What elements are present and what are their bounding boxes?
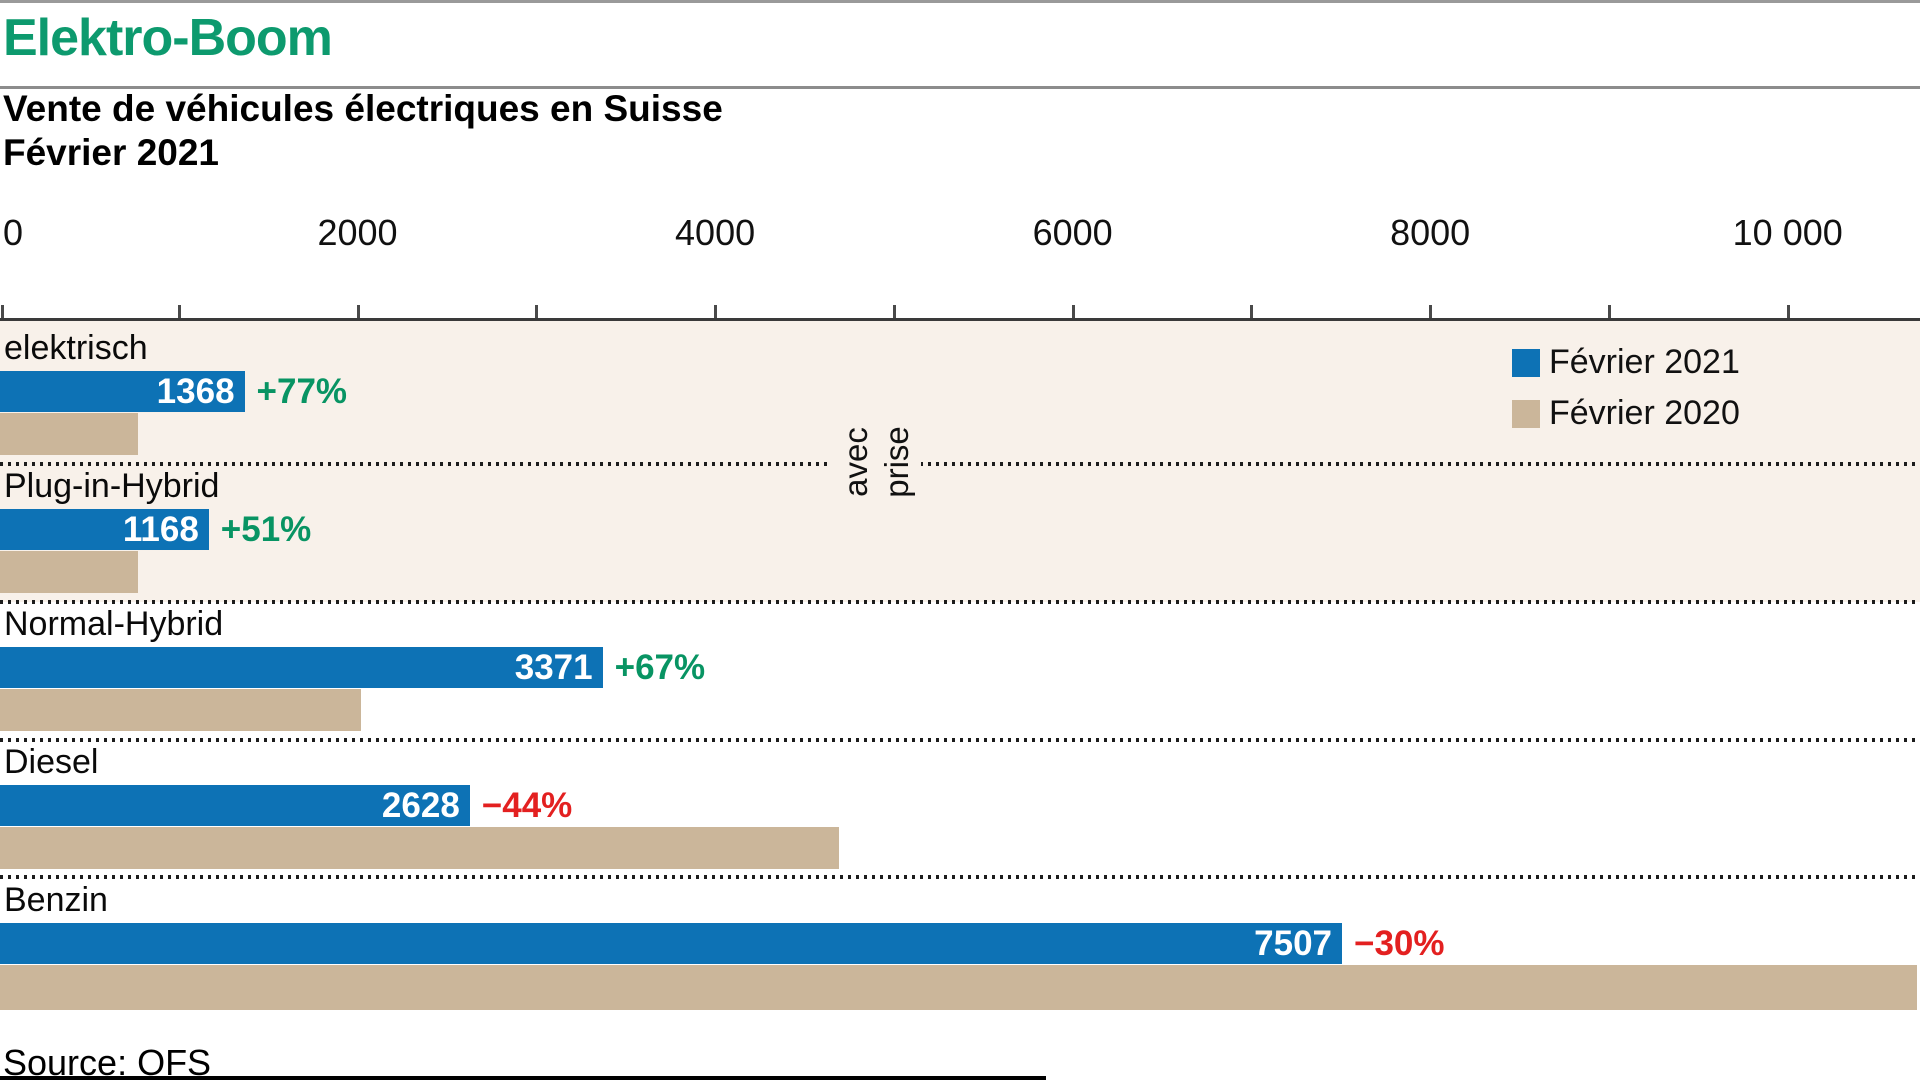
chart-row-benzin: Benzin 7507 −30% xyxy=(0,873,1920,1011)
category-label: Normal-Hybrid xyxy=(4,605,224,643)
x-axis-line xyxy=(0,318,1920,321)
x-axis-tick xyxy=(1429,305,1433,318)
bar-2021: 2628 xyxy=(0,785,470,826)
change-label: +67% xyxy=(614,647,706,687)
legend: Février 2021 Février 2020 xyxy=(1512,343,1740,445)
chart-row-diesel: Diesel 2628 −44% xyxy=(0,735,1920,873)
category-label: elektrisch xyxy=(4,329,148,367)
x-axis-tick-label: 4000 xyxy=(675,212,756,253)
row-separator xyxy=(0,738,1920,742)
x-axis-tick xyxy=(535,305,539,318)
bar-line-2021: 3371 +67% xyxy=(0,647,1920,688)
bar-line-2021: 1168 +51% xyxy=(0,509,1920,550)
row-separator xyxy=(0,600,1920,604)
chart-row-normal-hybrid: Normal-Hybrid 3371 +67% xyxy=(0,597,1920,735)
x-axis-tick xyxy=(714,305,718,318)
bar-2020 xyxy=(0,551,139,593)
legend-item-2021: Février 2021 xyxy=(1512,343,1740,382)
row-separator xyxy=(0,462,1920,466)
change-label: +51% xyxy=(220,509,312,549)
bar-2020 xyxy=(0,827,839,869)
chart-row-elektrisch: elektrisch 1368 +77% xyxy=(0,321,1920,459)
page-title: Elektro-Boom xyxy=(3,9,333,67)
avec-prise-band xyxy=(0,321,1920,602)
change-label: −30% xyxy=(1354,923,1445,963)
bar-2020 xyxy=(0,689,361,731)
bar-line-2021: 1368 +77% xyxy=(0,371,1920,412)
legend-label-2021: Février 2021 xyxy=(1549,343,1740,381)
bar-2021: 7507 xyxy=(0,923,1343,964)
legend-label-2020: Février 2020 xyxy=(1549,394,1740,432)
bar-2020 xyxy=(0,965,1918,1010)
x-axis-tick-label: 0 xyxy=(3,212,24,253)
bar-2021: 1168 xyxy=(0,509,209,550)
category-label: Plug-in-Hybrid xyxy=(4,467,220,505)
x-axis-tick xyxy=(1607,305,1611,318)
plot-area: Février 2021 Février 2020 elektrisch 136… xyxy=(0,321,1920,1013)
chart-subtitle-date: Février 2021 xyxy=(3,132,220,173)
chart-subtitle: Vente de véhicules électriques en Suisse xyxy=(3,88,723,129)
x-axis-tick xyxy=(1,305,4,318)
x-axis-tick-label: 2000 xyxy=(317,212,398,253)
bar-value-label: 1168 xyxy=(122,509,199,549)
bar-line-2021: 2628 −44% xyxy=(0,785,1920,826)
top-rule xyxy=(0,0,1920,3)
change-label: +77% xyxy=(256,371,348,411)
x-axis-labels: 0 2000 4000 6000 8000 10 000 xyxy=(0,212,1920,254)
chart-row-plug-in-hybrid: Plug-in-Hybrid 1168 +51% xyxy=(0,459,1920,597)
avec-prise-text: avec prise xyxy=(837,426,915,498)
x-axis-tick-label: 10 000 xyxy=(1732,212,1843,253)
bar-2020 xyxy=(0,413,139,455)
x-axis-tick xyxy=(177,305,181,318)
row-separator xyxy=(0,875,1920,879)
x-axis-tick xyxy=(1786,305,1790,318)
bar-value-label: 1368 xyxy=(156,371,235,411)
bar-value-label: 7507 xyxy=(1254,923,1333,963)
bottom-rule xyxy=(0,1076,1046,1080)
x-axis-tick xyxy=(892,305,896,318)
legend-swatch-2021 xyxy=(1512,348,1540,377)
legend-swatch-2020 xyxy=(1512,399,1540,428)
source-note: Source: OFS xyxy=(3,1042,212,1080)
legend-item-2020: Février 2020 xyxy=(1512,394,1740,433)
avec-prise-annotation: avec prise xyxy=(831,417,921,507)
x-axis-tick-label: 8000 xyxy=(1390,212,1471,253)
bar-2021: 1368 xyxy=(0,371,245,412)
bar-2021: 3371 xyxy=(0,647,603,688)
bar-line-2021: 7507 −30% xyxy=(0,923,1920,964)
bar-value-label: 3371 xyxy=(514,647,593,687)
x-axis-tick-label: 6000 xyxy=(1032,212,1113,253)
title-divider xyxy=(0,86,1920,89)
category-label: Diesel xyxy=(4,743,99,781)
x-axis-tick xyxy=(1071,305,1075,318)
x-axis-ticks xyxy=(0,305,1920,318)
category-label: Benzin xyxy=(4,881,108,919)
change-label: −44% xyxy=(481,785,573,825)
bar-value-label: 2628 xyxy=(381,785,460,825)
x-axis-tick xyxy=(356,305,360,318)
x-axis-tick xyxy=(1250,305,1254,318)
